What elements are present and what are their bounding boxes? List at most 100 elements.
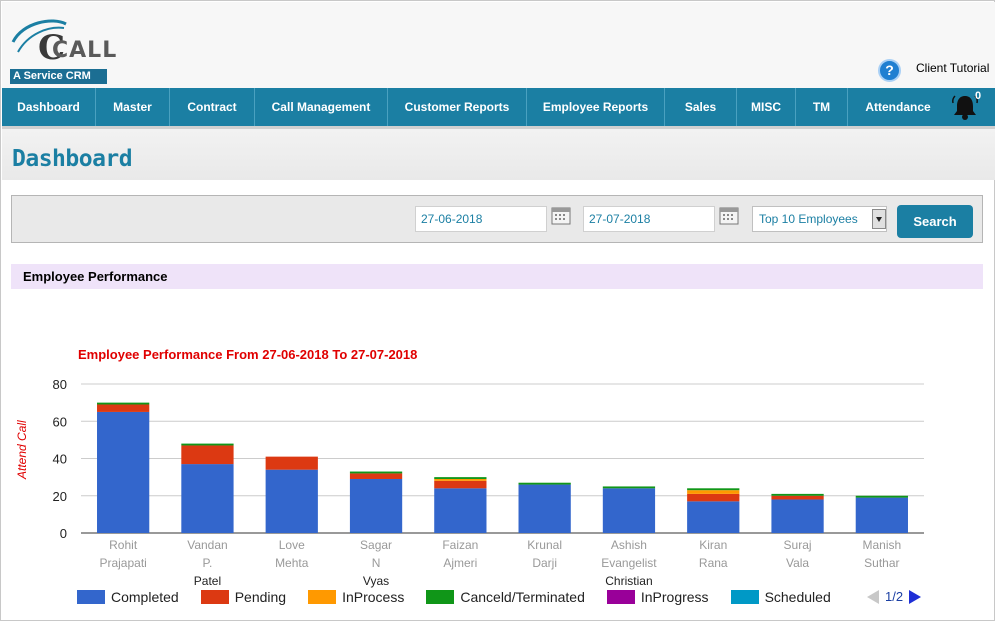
bar-segment-completed (97, 411, 150, 533)
x-tick-label-line: Ajmeri (443, 556, 477, 570)
nav-master[interactable]: Master (96, 88, 170, 126)
chart-title: Employee Performance From 27-06-2018 To … (78, 347, 418, 362)
nav-employee-reports[interactable]: Employee Reports (527, 88, 665, 126)
bar-segment-pending (687, 493, 740, 502)
logo[interactable]: C CALL A Service CRM (8, 10, 116, 86)
bar-segment-canceld-terminated (855, 495, 908, 498)
x-tick-label-line: Rohit (109, 538, 138, 552)
x-tick-label-line: Darji (532, 556, 557, 570)
x-tick-label: Manish Suthar (863, 538, 902, 570)
top-employees-select[interactable]: Top 10 Employees (752, 206, 887, 232)
x-tick-label-line: Rana (699, 556, 728, 570)
panel-header: Employee Performance (11, 264, 983, 289)
y-tick-label: 40 (53, 452, 67, 467)
nav-call-management[interactable]: Call Management (255, 88, 388, 126)
bar-segment-pending (771, 495, 824, 500)
prev-page-icon[interactable] (867, 589, 879, 604)
logo-text: CALL (52, 38, 118, 63)
search-button[interactable]: Search (897, 205, 973, 238)
nav-sales[interactable]: Sales (665, 88, 737, 126)
x-tick-label-line: Prajapati (99, 556, 146, 570)
bar-segment-completed (855, 497, 908, 533)
y-tick-label: 60 (53, 414, 67, 429)
x-tick-label: Rohit Prajapati (99, 538, 146, 570)
x-tick-label-line: Faizan (442, 538, 478, 552)
bar-segment-pending (97, 404, 150, 412)
nav-attendance[interactable]: Attendance (865, 100, 931, 114)
y-tick-label: 80 (53, 377, 67, 392)
x-tick-label-line: Suthar (864, 556, 899, 570)
bar-segment-inprocess (687, 490, 740, 494)
legend-item[interactable]: Pending (200, 589, 286, 605)
legend-item[interactable]: InProcess (308, 589, 404, 605)
nav-tm[interactable]: TM (796, 88, 848, 126)
bar-segment-canceld-terminated (349, 471, 403, 474)
calendar-icon[interactable] (719, 205, 739, 225)
legend-item[interactable]: Scheduled (730, 589, 831, 605)
legend-swatch (308, 590, 337, 604)
x-tick-label: Krunal Darji (527, 538, 562, 570)
x-tick-label-line: Krunal (527, 538, 562, 552)
from-date-input[interactable]: 27-06-2018 (415, 206, 547, 232)
logo-tagline: A Service CRM (10, 69, 107, 84)
x-tick-label-line: Sagar (360, 538, 392, 552)
bar-segment-pending (265, 456, 318, 470)
x-tick-label-line: Vandan (187, 538, 227, 552)
x-tick-label-line: Evangelist (601, 556, 657, 570)
bar-segment-completed (771, 499, 824, 533)
x-tick-label-line: Vala (786, 556, 809, 570)
x-tick-label-line: Manish (863, 538, 902, 552)
x-tick-label-line: Vyas (363, 574, 389, 588)
bar-segment-completed (181, 464, 234, 533)
bar-segment-pending (181, 445, 234, 465)
calendar-icon[interactable] (551, 205, 571, 225)
x-tick-label: Kiran Rana (699, 538, 728, 570)
bar-segment-completed (602, 488, 656, 533)
bar-segment-canceld-terminated (97, 402, 150, 405)
bar-segment-completed (265, 469, 318, 533)
legend-swatch (606, 590, 635, 604)
bar-segment-canceld-terminated (181, 443, 234, 446)
legend-label: Completed (111, 589, 179, 605)
chart-legend: Completed Pending InProcess Canceld/Termina… (77, 589, 853, 605)
x-tick-label-line: Suraj (784, 538, 812, 552)
nav-dashboard[interactable]: Dashboard (2, 88, 96, 126)
x-tick-label-line: P. (203, 556, 213, 570)
panel-title: Employee Performance (23, 269, 168, 284)
nav-misc[interactable]: MISC (737, 88, 796, 126)
chevron-down-icon[interactable] (872, 209, 886, 229)
bell-icon[interactable] (951, 93, 979, 121)
legend-swatch (77, 590, 105, 604)
bar-segment-canceld-terminated (518, 482, 571, 485)
x-tick-label-line: Love (279, 538, 305, 552)
legend-item[interactable]: Completed (77, 589, 179, 605)
nav-contract[interactable]: Contract (170, 88, 255, 126)
notification-count: 0 (975, 90, 982, 102)
x-tick-label-line: Kiran (699, 538, 727, 552)
bar-segment-pending (434, 480, 487, 489)
chart-plot: 0 20 40 60 80 Rohit Prajapati Vandan P. Patel Love… (53, 377, 924, 588)
legend-label: InProgress (640, 589, 709, 605)
bar-segment-inprocess (434, 478, 487, 481)
next-page-icon[interactable] (909, 589, 922, 604)
employee-performance-chart: Employee Performance From 27-06-2018 To … (1, 289, 995, 621)
legend-label: Canceld/Terminated (460, 589, 585, 605)
client-tutorial-link[interactable]: Client Tutorial (916, 61, 990, 75)
bar-segment-pending (349, 473, 403, 479)
bar-segment-canceld-terminated (602, 486, 656, 489)
nav-customer-reports[interactable]: Customer Reports (388, 88, 527, 126)
legend-swatch (200, 590, 229, 604)
legend-label: InProcess (342, 589, 405, 605)
main-nav: Dashboard Master Contract Call Managemen… (2, 88, 995, 126)
legend-swatch (730, 590, 759, 604)
legend-item[interactable]: Canceld/Terminated (426, 589, 585, 605)
bar-segment-canceld-terminated (771, 493, 824, 496)
bar-segment-completed (434, 488, 487, 533)
x-tick-label: Ashish Evangelist Christian (601, 538, 657, 588)
bar-segment-completed (349, 478, 403, 533)
x-tick-label: Love Mehta (275, 538, 309, 570)
legend-item[interactable]: InProgress (606, 589, 709, 605)
to-date-input[interactable]: 27-07-2018 (583, 206, 715, 232)
help-icon[interactable]: ? (878, 59, 901, 82)
legend-label: Scheduled (764, 589, 831, 605)
